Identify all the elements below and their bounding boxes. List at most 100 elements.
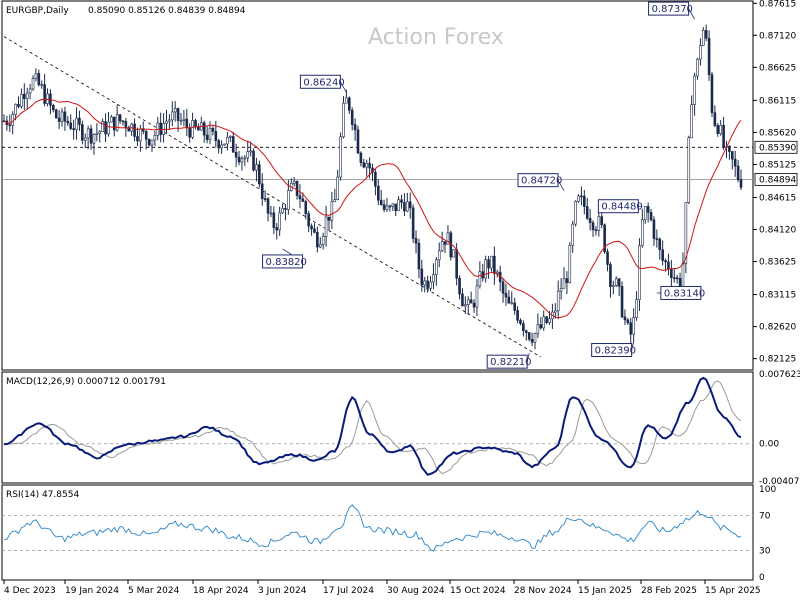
candle-body [57, 117, 61, 122]
candle-body [43, 84, 46, 104]
candle-body [86, 128, 90, 139]
candle-body [240, 158, 244, 163]
candle-body [632, 317, 635, 335]
candle-body [275, 227, 279, 231]
candle-body [272, 212, 276, 228]
price-tick-label: 0.83625 [759, 258, 796, 268]
candle-body [672, 277, 676, 279]
annotation-label: 0.87370 [652, 4, 693, 15]
candle-body [359, 152, 363, 163]
annotation-label: 0.83140 [664, 288, 705, 299]
candle-body [66, 120, 70, 124]
candle-body [719, 124, 722, 134]
candle-body [14, 103, 17, 115]
candle-body [89, 128, 93, 144]
candle-body [20, 93, 23, 107]
candle-body [78, 117, 81, 125]
candle-body [246, 151, 250, 159]
macd-header: MACD(12,26,9) 0.000712 0.001791 [6, 377, 166, 387]
candle-body [574, 200, 577, 225]
candle-body [699, 45, 702, 60]
candle-body [307, 213, 310, 227]
candle-body [310, 225, 313, 230]
annotation-label: 0.83820 [266, 257, 307, 268]
macd-tick-label: 0.00 [759, 440, 779, 450]
candle-body [107, 121, 110, 135]
candle-body [136, 136, 139, 142]
candle-body [693, 75, 696, 105]
candle-body [205, 134, 209, 140]
annotation-box [486, 354, 528, 369]
candle-body [292, 180, 296, 184]
candle-body [40, 84, 44, 86]
candle-body [295, 180, 299, 196]
macd-tick-label: 0.007623 [759, 370, 800, 380]
candle-body [83, 137, 87, 141]
candle-body [46, 93, 49, 104]
candle-body [641, 219, 644, 246]
candle-body [104, 121, 107, 135]
date-tick-label: 28 Feb 2025 [641, 586, 697, 596]
candle-body [623, 316, 627, 321]
candle-body [37, 73, 41, 86]
candle-body [443, 241, 447, 245]
rsi-tick-label: 70 [759, 511, 771, 521]
candle-body [667, 261, 670, 270]
candle-body [121, 120, 125, 123]
candle-body [580, 195, 583, 198]
candle-body [321, 236, 325, 245]
rsi-tick-label: 30 [759, 547, 771, 557]
axis-layer: 0.87615 0.87120 0.86625 0.86115 0.85620 0.851… [3, 0, 800, 596]
candle-body [606, 251, 609, 265]
candle-body [710, 74, 714, 113]
candle-body [110, 116, 113, 123]
date-tick-label: 17 Jul 2024 [323, 586, 374, 596]
annotation-box [517, 173, 559, 188]
last-price-tag: 0.84894 [759, 175, 796, 185]
candle-body [423, 280, 427, 286]
candle-body [316, 232, 319, 248]
price-tick-label: 0.87120 [759, 31, 796, 41]
candle-body [542, 316, 545, 329]
candle-body [730, 151, 734, 160]
candle-body [736, 165, 740, 180]
candle-body [139, 128, 142, 142]
candle-body [159, 122, 162, 135]
price-tick-label: 0.85620 [759, 128, 796, 138]
candle-body [406, 201, 409, 212]
candle-body [681, 263, 685, 290]
candle-body [684, 202, 688, 264]
candle-body [365, 162, 368, 168]
candle-body [414, 238, 418, 244]
candle-body [603, 224, 606, 253]
candle-body [553, 310, 557, 313]
candle-body [643, 206, 647, 221]
candle-body [571, 223, 575, 246]
candle-body [649, 212, 653, 221]
candle-body [342, 102, 345, 138]
candle-body [92, 134, 96, 144]
candle-body [202, 122, 206, 136]
candle-body [118, 114, 122, 122]
candle-body [475, 285, 479, 308]
candle-body [353, 124, 357, 131]
candle-body [597, 216, 601, 231]
candle-body [583, 195, 586, 207]
candle-body [324, 216, 328, 237]
price-tick-label: 0.87615 [759, 0, 796, 9]
candle-body [237, 156, 241, 163]
candle-body [234, 151, 238, 158]
resistance-price-tag-box [754, 140, 798, 154]
candle-body [318, 244, 322, 248]
rsi-tick-label: 100 [759, 485, 776, 495]
candle-body [559, 288, 563, 292]
candle-body [411, 207, 415, 239]
candle-body [626, 319, 630, 324]
candle-body [466, 299, 470, 305]
annotation-box [591, 343, 633, 358]
candle-body [281, 208, 284, 214]
date-tick-label: 15 Oct 2024 [450, 586, 506, 596]
candle-body [394, 203, 398, 212]
candle-body [260, 183, 264, 199]
candle-body [278, 212, 281, 231]
